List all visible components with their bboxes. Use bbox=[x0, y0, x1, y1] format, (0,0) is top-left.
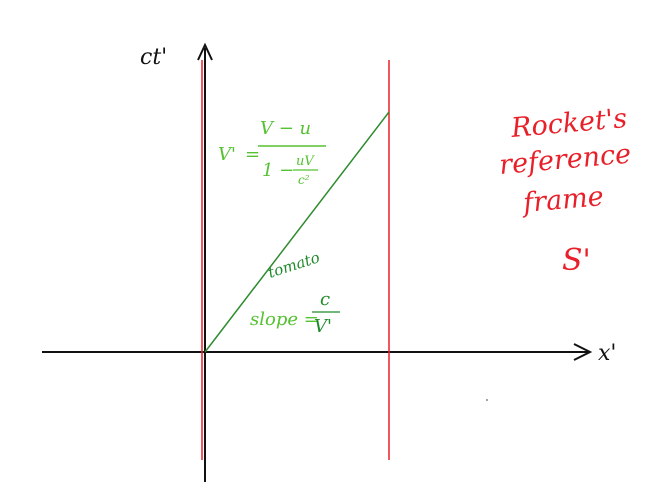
slope-denominator: V' bbox=[314, 316, 332, 337]
ct-prime-label: ct' bbox=[140, 45, 167, 70]
caption-line-3: frame bbox=[520, 181, 605, 219]
frame-symbol: S' bbox=[562, 243, 591, 278]
stray-dot bbox=[486, 399, 488, 401]
velocity-formula: V' = V − u 1 − uV c² bbox=[218, 118, 326, 187]
x-prime-arrowhead bbox=[573, 343, 593, 361]
slope-annotation: tomato slope = c V' bbox=[250, 248, 340, 337]
slope-numerator: c bbox=[320, 289, 330, 310]
frame-caption: Rocket's reference frame S' bbox=[498, 103, 632, 278]
formula-lhs: V' bbox=[218, 144, 236, 165]
x-prime-label: x' bbox=[598, 341, 616, 366]
caption-line-2: reference bbox=[498, 139, 632, 181]
formula-equals: = bbox=[245, 144, 260, 165]
formula-inner-top: uV bbox=[296, 154, 315, 169]
ct-prime-arrowhead bbox=[197, 42, 213, 61]
formula-inner-bottom: c² bbox=[298, 173, 310, 187]
caption-line-1: Rocket's bbox=[509, 103, 628, 144]
formula-numerator: V − u bbox=[260, 118, 311, 139]
formula-denominator-prefix: 1 − bbox=[262, 160, 294, 181]
slope-prefix: slope = bbox=[250, 309, 319, 330]
tomato-worldline bbox=[204, 111, 390, 353]
worldline-name: tomato bbox=[266, 248, 322, 282]
